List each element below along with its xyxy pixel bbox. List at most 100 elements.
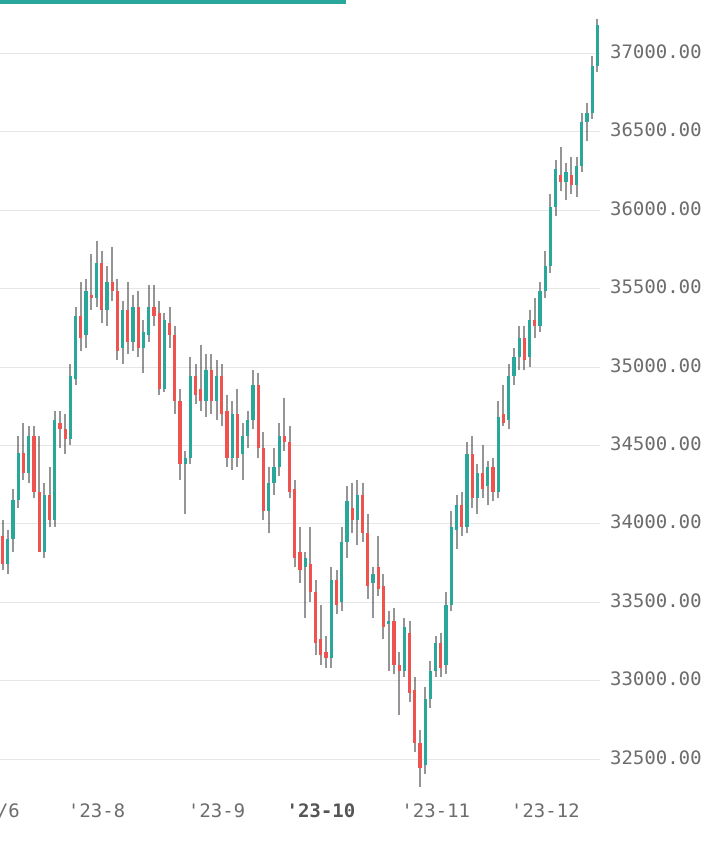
candle-body: [137, 307, 140, 348]
candle-body: [173, 335, 176, 401]
y-axis-label: 35500.00: [610, 276, 702, 298]
candle-body: [596, 25, 599, 66]
candle-wick: [586, 103, 587, 141]
x-axis-label: '23-10: [287, 800, 356, 822]
candle-body: [22, 453, 25, 473]
candle-body: [330, 580, 333, 658]
candle-wick: [560, 147, 561, 191]
candle-body: [413, 690, 416, 743]
candle-body: [178, 401, 181, 464]
gridline: [0, 53, 600, 54]
gridline: [0, 759, 600, 760]
candle-body: [74, 316, 77, 379]
candle-body: [554, 169, 557, 207]
candle-body: [481, 473, 484, 489]
candle-body: [518, 338, 521, 357]
y-axis-label: 33500.00: [610, 590, 702, 612]
candle-body: [439, 643, 442, 668]
candle-body: [17, 453, 20, 500]
gridline: [0, 523, 600, 524]
candle-body: [575, 166, 578, 185]
candle-body: [377, 567, 380, 589]
gridline: [0, 367, 600, 368]
candle-body: [199, 389, 202, 402]
candle-body: [544, 266, 547, 291]
candle-body: [512, 357, 515, 376]
candle-body: [434, 643, 437, 671]
candle-body: [95, 263, 98, 297]
candle-body: [58, 423, 61, 429]
candle-wick: [482, 445, 483, 498]
candle-body: [335, 580, 338, 605]
candle-body: [267, 483, 270, 511]
candle-body: [1, 536, 4, 564]
candle-body: [507, 376, 510, 420]
candle-body: [570, 175, 573, 184]
candle-body: [387, 621, 390, 624]
candle-body: [497, 417, 500, 492]
x-axis-label: '23-9: [188, 800, 245, 822]
candle-body: [465, 454, 468, 526]
y-axis-label: 34000.00: [610, 511, 702, 533]
candle-body: [220, 376, 223, 414]
candle-body: [100, 263, 103, 310]
y-axis-label: 37000.00: [610, 41, 702, 63]
gridline: [0, 680, 600, 681]
candle-body: [105, 282, 108, 310]
candle-body: [392, 621, 395, 665]
candle-body: [382, 586, 385, 627]
candle-body: [194, 376, 197, 395]
candle-body: [408, 633, 411, 693]
candle-body: [210, 370, 213, 401]
candle-body: [309, 564, 312, 592]
candle-body: [168, 323, 171, 336]
candle-body: [293, 489, 296, 558]
candle-body: [236, 414, 239, 458]
gridline: [0, 445, 600, 446]
candlestick-chart[interactable]: 32500.0033000.0033500.0034000.0034500.00…: [0, 0, 720, 846]
candle-body: [491, 467, 494, 492]
candle-body: [450, 527, 453, 605]
candle-body: [471, 454, 474, 498]
candle-body: [204, 370, 207, 401]
candle-body: [272, 467, 275, 483]
candle-body: [304, 558, 307, 567]
y-axis-label: 36500.00: [610, 119, 702, 141]
candle-body: [523, 338, 526, 360]
candle-body: [241, 436, 244, 455]
x-axis-label: 7/6: [0, 800, 20, 822]
y-axis-label: 36000.00: [610, 198, 702, 220]
candle-body: [152, 307, 155, 316]
candle-wick: [320, 605, 321, 665]
candle-body: [251, 385, 254, 419]
candle-body: [225, 411, 228, 458]
candle-body: [460, 505, 463, 527]
candle-body: [444, 605, 447, 665]
candle-body: [158, 313, 161, 388]
candle-body: [528, 320, 531, 358]
candle-body: [314, 592, 317, 642]
candle-body: [340, 542, 343, 602]
candle-body: [549, 207, 552, 267]
candle-wick: [534, 298, 535, 339]
candle-body: [319, 639, 322, 655]
candle-body: [429, 671, 432, 699]
gridline: [0, 210, 600, 211]
candle-body: [163, 320, 166, 389]
candle-body: [533, 320, 536, 326]
top-accent-bar: [0, 0, 346, 4]
candle-body: [398, 665, 401, 671]
candle-body: [215, 376, 218, 401]
x-axis-label: '23-8: [68, 800, 125, 822]
candle-body: [126, 310, 129, 341]
candle-body: [84, 291, 87, 335]
candle-body: [111, 282, 114, 291]
y-axis-label: 33000.00: [610, 668, 702, 690]
candle-wick: [59, 411, 60, 449]
y-axis-label: 34500.00: [610, 433, 702, 455]
candle-body: [361, 495, 364, 533]
candle-body: [564, 172, 567, 181]
candle-body: [403, 627, 406, 671]
candle-body: [38, 492, 41, 552]
candle-body: [371, 574, 374, 583]
